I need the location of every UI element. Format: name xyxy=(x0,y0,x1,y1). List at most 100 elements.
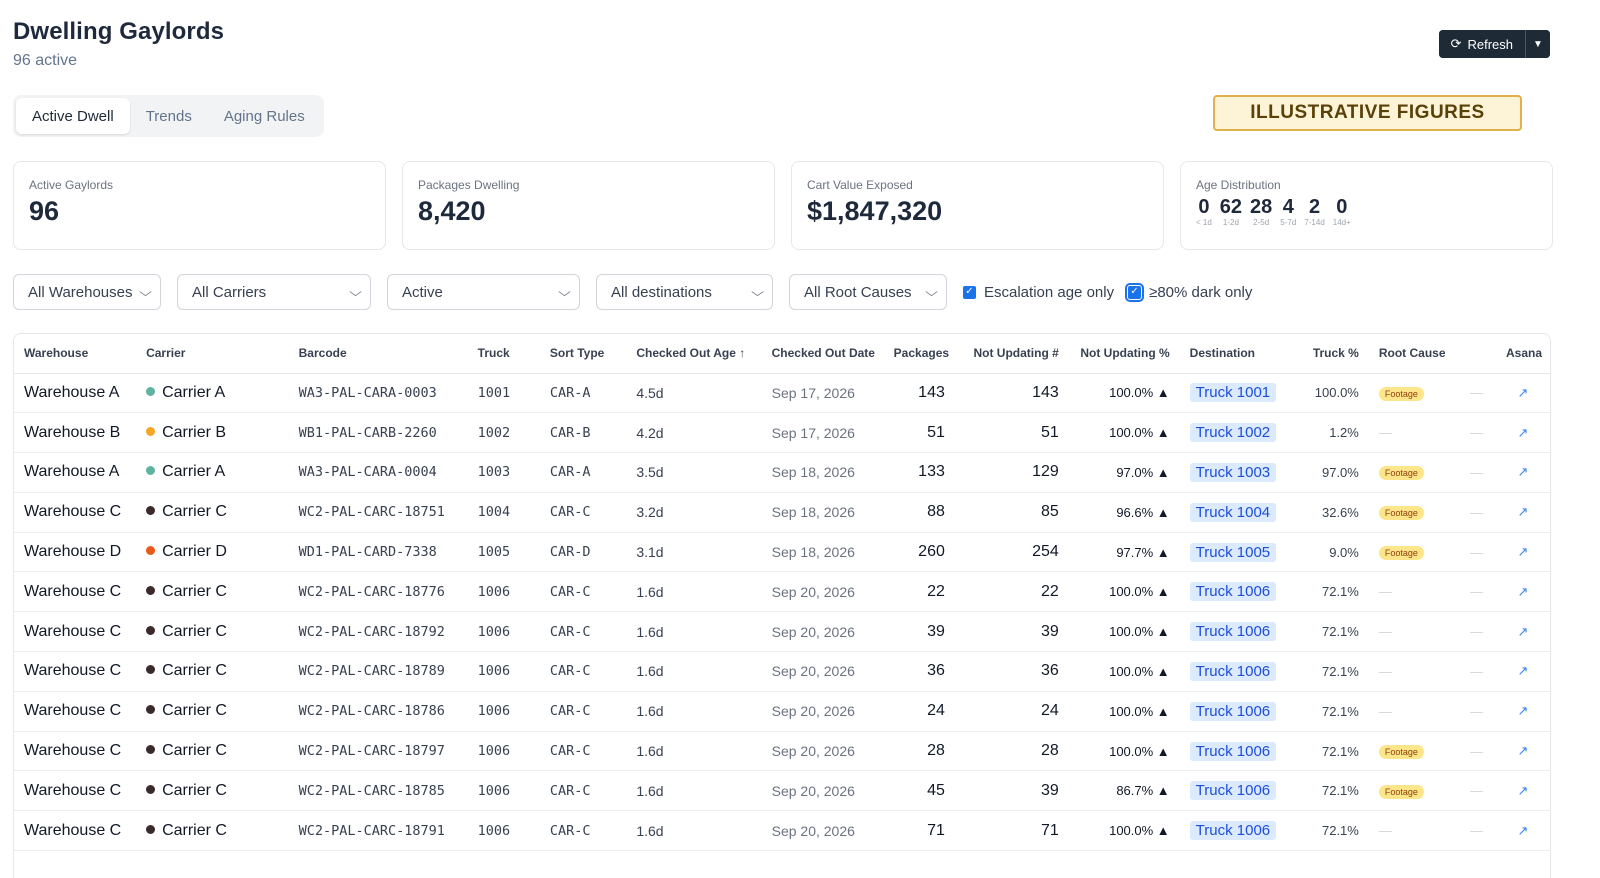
destination-badge[interactable]: Truck 1006 xyxy=(1189,701,1277,721)
carrier-select[interactable]: All Carriers ⌵ xyxy=(177,274,371,310)
checkbox-checked-icon[interactable]: ✓ xyxy=(963,285,976,299)
carrier-cell: Carrier C xyxy=(136,810,289,852)
root-cause-cell: — xyxy=(1368,412,1458,454)
not-updating-pct-cell: 100.0% ▲ xyxy=(1068,571,1180,613)
external-link-icon[interactable]: ↗ xyxy=(1517,464,1529,480)
destination-badge[interactable]: Truck 1006 xyxy=(1189,582,1277,602)
not-updating-pct-cell: 100.0% ▲ xyxy=(1068,810,1180,852)
not-updating-pct-cell: 100.0% ▲ xyxy=(1068,412,1180,454)
destination-badge[interactable]: Truck 1006 xyxy=(1189,661,1277,681)
sort-type-cell: CAR-C xyxy=(539,691,627,732)
column-header: Checked Out Date xyxy=(761,334,884,374)
age-bucket: 62 1-2d xyxy=(1220,196,1242,228)
table-row[interactable]: Warehouse C Carrier C WC2-PAL-CARC-18791 10… xyxy=(14,810,1550,852)
dark-only-checkbox[interactable]: ✓ ≥80% dark only xyxy=(1125,282,1253,302)
barcode-cell: WC2-PAL-CARC-18785 xyxy=(288,770,468,812)
summary-cards: Active Gaylords 96 Packages Dwelling 8,4… xyxy=(13,161,1553,250)
refresh-button[interactable]: ⟳ Refresh xyxy=(1438,30,1526,58)
root-cause-badge: Footage xyxy=(1378,386,1424,401)
destination-badge[interactable]: Truck 1006 xyxy=(1189,821,1277,841)
table-row[interactable]: Warehouse C Carrier C WC2-PAL-CARC-18785 10… xyxy=(14,770,1550,812)
warehouse-cell: Warehouse C xyxy=(14,492,137,533)
table-row[interactable]: Warehouse C Carrier C WC2-PAL-CARC-18786 10… xyxy=(14,691,1550,732)
external-link-icon[interactable]: ↗ xyxy=(1517,583,1529,599)
packages-cell: 133 xyxy=(883,452,955,493)
chevron-down-icon: ⌵ xyxy=(925,284,938,299)
warehouse-select[interactable]: All Warehouses ⌵ xyxy=(13,274,161,310)
tab-trends[interactable]: Trends xyxy=(145,107,192,125)
table-row[interactable]: Warehouse C Carrier C WC2-PAL-CARC-18789 10… xyxy=(14,651,1550,692)
age-bucket-count: 2 xyxy=(1308,196,1321,218)
table-row[interactable]: Warehouse A Carrier A WA3-PAL-CARA-0003 100… xyxy=(14,373,1550,414)
not-updating-count-cell: 85 xyxy=(954,492,1069,533)
column-header: Root Cause xyxy=(1368,334,1458,374)
barcode-cell: WC2-PAL-CARC-18751 xyxy=(288,492,468,533)
root-cause-cell: — xyxy=(1368,691,1458,732)
table-row[interactable]: Warehouse B Carrier B WB1-PAL-CARB-2260 100… xyxy=(14,412,1550,454)
root-cause-empty: — xyxy=(1378,425,1392,441)
table-row[interactable]: Warehouse C Carrier C WC2-PAL-CARC-18792 10… xyxy=(14,611,1550,653)
destination-badge[interactable]: Truck 1004 xyxy=(1189,502,1277,522)
destination-badge[interactable]: Truck 1001 xyxy=(1189,383,1277,403)
external-link-icon[interactable]: ↗ xyxy=(1517,663,1529,679)
barcode-cell: WC2-PAL-CARC-18791 xyxy=(288,810,468,852)
carrier-name: Carrier C xyxy=(162,702,227,720)
root-cause-select[interactable]: All Root Causes ⌵ xyxy=(789,274,947,310)
root-cause-empty: — xyxy=(1378,663,1392,679)
destination-badge[interactable]: Truck 1003 xyxy=(1189,462,1277,482)
destination-badge[interactable]: Truck 1006 xyxy=(1189,622,1277,642)
destination-badge[interactable]: Truck 1006 xyxy=(1189,781,1277,801)
destination-cell: Truck 1006 xyxy=(1179,770,1298,812)
checked-out-date-cell: Sep 20, 2026 xyxy=(761,810,884,852)
not-updating-count-cell: 143 xyxy=(954,373,1069,414)
dark-only-label: ≥80% dark only xyxy=(1149,283,1253,301)
tab-active-dwell[interactable]: Active Dwell xyxy=(16,98,130,134)
tab-aging-rules[interactable]: Aging Rules xyxy=(223,107,305,125)
spacer-cell: — xyxy=(1457,452,1496,493)
escalation-age-checkbox[interactable]: ✓ Escalation age only xyxy=(963,284,1114,301)
external-link-icon[interactable]: ↗ xyxy=(1517,822,1529,838)
destination-select[interactable]: All destinations ⌵ xyxy=(596,274,773,310)
external-link-icon[interactable]: ↗ xyxy=(1517,504,1529,520)
external-link-icon[interactable]: ↗ xyxy=(1517,544,1529,560)
destination-badge[interactable]: Truck 1005 xyxy=(1189,542,1277,562)
truck-cell: 1004 xyxy=(467,492,540,533)
external-link-icon[interactable]: ↗ xyxy=(1517,703,1529,719)
external-link-icon[interactable]: ↗ xyxy=(1517,623,1529,639)
checked-out-date-cell: Sep 17, 2026 xyxy=(761,412,884,454)
refresh-dropdown-button[interactable]: ▼ xyxy=(1526,30,1550,58)
age-distribution-row: 0 < 1d 62 1-2d 28 2-5d 4 5-7d 2 7-14d 0 14d+ xyxy=(1196,196,1537,228)
card-label: Packages Dwelling xyxy=(418,178,520,192)
external-link-icon[interactable]: ↗ xyxy=(1517,743,1529,759)
sort-type-cell: CAR-C xyxy=(539,492,627,533)
table-row[interactable]: Warehouse A Carrier A WA3-PAL-CARA-0004 100… xyxy=(14,452,1550,493)
not-updating-count-cell: 51 xyxy=(954,412,1069,454)
not-updating-count-cell: 28 xyxy=(954,731,1069,772)
table-row[interactable]: Warehouse C Carrier C WC2-PAL-CARC-18776 10… xyxy=(14,571,1550,613)
card-value: $1,847,320 xyxy=(807,196,943,226)
external-link-icon[interactable]: ↗ xyxy=(1517,424,1529,440)
asana-cell: ↗ xyxy=(1495,571,1550,613)
sort-type-cell: CAR-C xyxy=(539,651,627,692)
column-header[interactable]: Checked Out Age ↑ xyxy=(626,334,762,374)
carrier-cell: Carrier B xyxy=(136,412,289,454)
checkbox-checked-icon[interactable]: ✓ xyxy=(1125,282,1145,302)
carrier-cell: Carrier C xyxy=(136,731,289,772)
not-updating-pct-cell: 97.0% ▲ xyxy=(1068,452,1180,493)
card-label: Age Distribution xyxy=(1196,178,1281,192)
table-row[interactable]: Warehouse C Carrier C WC2-PAL-CARC-18797 10… xyxy=(14,731,1550,772)
table-row[interactable]: Warehouse D Carrier D WD1-PAL-CARD-7338 100… xyxy=(14,532,1550,573)
table-header-row: Warehouse Carrier Barcode Truck Sort Type Che… xyxy=(14,334,1550,374)
external-link-icon[interactable]: ↗ xyxy=(1517,384,1529,400)
destination-badge[interactable]: Truck 1006 xyxy=(1189,741,1277,761)
status-select[interactable]: Active ⌵ xyxy=(387,274,580,310)
not-updating-pct-cell: 100.0% ▲ xyxy=(1068,691,1180,732)
external-link-icon[interactable]: ↗ xyxy=(1517,782,1529,798)
warehouse-cell: Warehouse B xyxy=(14,412,137,454)
root-cause-badge: Footage xyxy=(1378,745,1424,760)
table-row[interactable]: Warehouse C Carrier C WC2-PAL-CARC-18751 10… xyxy=(14,492,1550,533)
root-cause-badge: Footage xyxy=(1378,784,1424,799)
destination-badge[interactable]: Truck 1002 xyxy=(1189,423,1277,443)
carrier-name: Carrier C xyxy=(162,742,227,760)
destination-cell: Truck 1006 xyxy=(1179,571,1298,613)
